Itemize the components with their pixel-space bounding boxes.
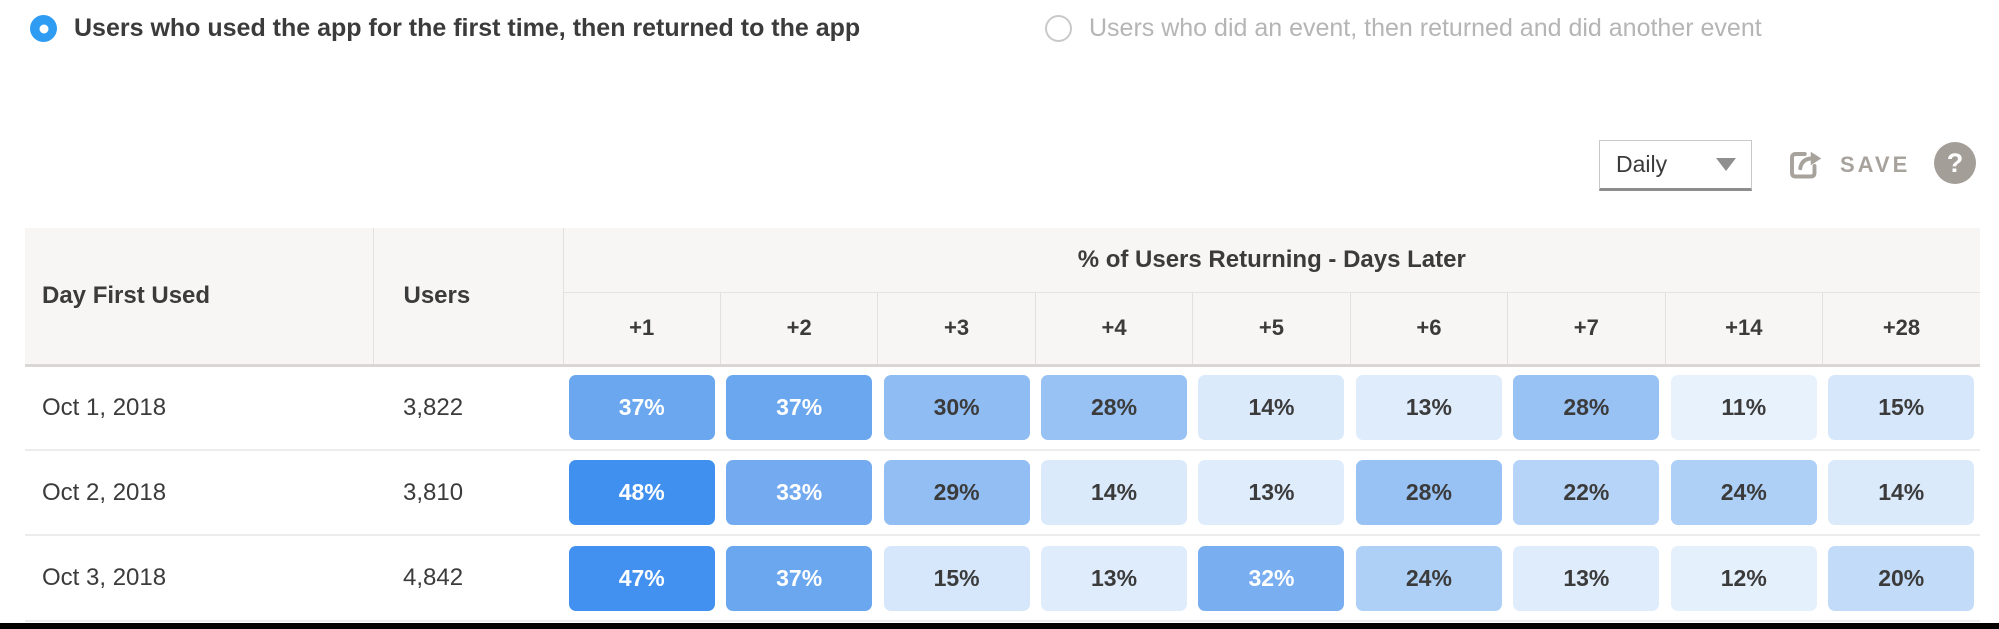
retention-cell[interactable]: 37% xyxy=(726,545,873,611)
retention-grid-cell: 37% xyxy=(720,534,878,620)
day-offset-header: +5 xyxy=(1192,292,1351,367)
cohort-users-count: 4,842 xyxy=(373,534,563,620)
retention-grid-cell: 28% xyxy=(1035,365,1192,450)
retention-grid-cell: 14% xyxy=(1035,449,1193,535)
table-row: Oct 1, 2018 3,822 37% 37% 30% 28% 14% 13% 28% 11%… xyxy=(25,365,1980,450)
day-offset-header: +14 xyxy=(1665,292,1824,367)
retention-cell[interactable]: 47% xyxy=(568,545,715,611)
radio-option-event-users[interactable]: Users who did an event, then returned an… xyxy=(1045,14,1762,43)
day-offset-header: +1 xyxy=(563,292,721,367)
retention-cell[interactable]: 32% xyxy=(1198,545,1345,611)
radio-option-label: Users who used the app for the first tim… xyxy=(74,14,861,42)
retention-cell[interactable]: 28% xyxy=(1513,375,1660,441)
interval-dropdown-value: Daily xyxy=(1616,151,1668,177)
retention-grid-cell: 32% xyxy=(1192,534,1351,620)
day-offset-header: +4 xyxy=(1035,292,1194,367)
share-export-icon xyxy=(1786,146,1828,183)
radio-option-first-time-users[interactable]: Users who used the app for the first tim… xyxy=(30,14,860,43)
day-offset-header: +28 xyxy=(1822,292,1980,367)
retention-grid-cell: 22% xyxy=(1507,449,1666,535)
retention-cell[interactable]: 29% xyxy=(883,460,1030,525)
retention-grid-cell: 11% xyxy=(1665,365,1822,450)
retention-grid-cell: 12% xyxy=(1665,534,1823,620)
radio-unselected-icon xyxy=(1045,15,1072,42)
retention-cell[interactable]: 24% xyxy=(1355,545,1502,611)
table-row: Oct 3, 2018 4,842 47% 37% 15% 13% 32% 24% 13% 12%… xyxy=(25,534,1980,620)
radio-option-label: Users who did an event, then returned an… xyxy=(1089,14,1762,42)
help-button[interactable]: ? xyxy=(1934,142,1976,184)
retention-grid-cell: 37% xyxy=(720,365,877,450)
retention-cell[interactable]: 15% xyxy=(1828,375,1975,441)
retention-cell[interactable]: 24% xyxy=(1670,460,1817,525)
day-offset-header: +7 xyxy=(1507,292,1666,367)
column-header-day-first-used: Day First Used xyxy=(25,228,374,367)
day-offset-header: +2 xyxy=(720,292,879,367)
retention-grid-cell: 14% xyxy=(1193,365,1350,450)
radio-selected-icon xyxy=(30,15,57,42)
retention-grid-cell: 14% xyxy=(1822,449,1980,535)
retention-grid-cell: 13% xyxy=(1507,534,1666,620)
retention-grid-cell: 28% xyxy=(1508,365,1665,450)
day-offset-header: +3 xyxy=(877,292,1036,367)
retention-cell[interactable]: 22% xyxy=(1513,460,1660,525)
retention-cell[interactable]: 13% xyxy=(1041,545,1188,611)
retention-grid-cell: 30% xyxy=(878,365,1035,450)
save-button[interactable]: SAVE xyxy=(1786,146,1910,183)
retention-cell[interactable]: 28% xyxy=(1355,460,1502,525)
cohort-users-count: 3,822 xyxy=(403,393,464,421)
retention-cell[interactable]: 37% xyxy=(726,375,873,441)
retention-cell[interactable]: 30% xyxy=(883,375,1030,441)
day-offset-header: +6 xyxy=(1350,292,1509,367)
retention-grid-cell: 48% xyxy=(563,449,721,535)
cohort-date: Oct 2, 2018 xyxy=(25,449,373,535)
retention-cell[interactable]: 20% xyxy=(1828,545,1975,611)
retention-grid-cell: 37% xyxy=(563,365,720,450)
retention-cell[interactable]: 14% xyxy=(1041,460,1188,525)
retention-cell[interactable]: 48% xyxy=(568,460,715,525)
cohort-date: Oct 1, 2018 xyxy=(42,393,167,421)
question-mark-icon: ? xyxy=(1946,147,1964,178)
retention-cell[interactable]: 12% xyxy=(1670,545,1817,611)
retention-cell[interactable]: 14% xyxy=(1828,460,1975,525)
retention-grid-cell: 13% xyxy=(1035,534,1193,620)
cohort-users-count: 3,810 xyxy=(373,449,563,535)
retention-cell[interactable]: 11% xyxy=(1670,375,1817,441)
retention-grid-cell: 47% xyxy=(563,534,721,620)
interval-dropdown[interactable]: Daily xyxy=(1599,140,1752,191)
save-button-label: SAVE xyxy=(1840,151,1911,177)
retention-grid-cell: 24% xyxy=(1665,449,1823,535)
cohort-date: Oct 3, 2018 xyxy=(25,534,373,620)
retention-grid-cell: 33% xyxy=(720,449,878,535)
retention-grid-cell: 13% xyxy=(1192,449,1351,535)
retention-cell[interactable]: 33% xyxy=(726,460,873,525)
retention-cell[interactable]: 28% xyxy=(1041,375,1188,441)
retention-grid-cell: 20% xyxy=(1822,534,1980,620)
retention-cell[interactable]: 14% xyxy=(1198,375,1345,441)
retention-cell[interactable]: 15% xyxy=(883,545,1030,611)
retention-table: Day First Used Users % of Users Returnin… xyxy=(25,228,1980,620)
retention-cell[interactable]: 13% xyxy=(1355,375,1502,441)
retention-type-radio-group: Users who used the app for the first tim… xyxy=(30,14,1979,50)
group-header-days-later: % of Users Returning - Days Later xyxy=(563,228,1980,293)
day-offset-header-row: +1 +2 +3 +4 +5 +6 +7 +14 +28 xyxy=(25,292,1980,367)
column-header-users: Users xyxy=(373,228,564,367)
retention-grid-cell: 28% xyxy=(1350,449,1508,535)
screenshot-bottom-edge xyxy=(0,623,1999,629)
retention-grid-cell: 15% xyxy=(1823,365,1981,450)
table-row: Oct 2, 2018 3,810 48% 33% 29% 14% 13% 28% 22% 24%… xyxy=(25,449,1980,535)
chevron-down-icon xyxy=(1716,158,1736,171)
row-divider xyxy=(25,620,1980,622)
retention-grid-cell: 29% xyxy=(877,449,1036,535)
retention-cell[interactable]: 13% xyxy=(1198,460,1345,525)
retention-grid-cell: 13% xyxy=(1350,365,1507,450)
retention-cell[interactable]: 37% xyxy=(568,375,715,441)
retention-grid-cell: 15% xyxy=(877,534,1036,620)
retention-grid-cell: 24% xyxy=(1350,534,1508,620)
retention-cell[interactable]: 13% xyxy=(1513,545,1660,611)
